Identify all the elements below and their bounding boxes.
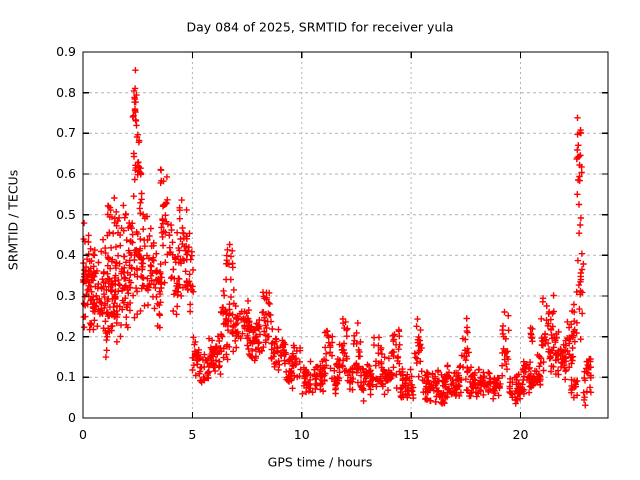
y-tick-label: 0.3 xyxy=(56,288,76,303)
tick-marks xyxy=(82,51,608,419)
y-tick-label: 0.6 xyxy=(56,166,76,181)
y-tick-label: 0.7 xyxy=(56,125,76,141)
y-tick-label: 0 xyxy=(68,410,76,425)
x-tick-label: 15 xyxy=(403,427,420,442)
x-tick-label: 5 xyxy=(188,427,197,442)
x-tick-label: 20 xyxy=(512,427,529,442)
plot-border xyxy=(82,51,609,419)
y-tick-label: 0.9 xyxy=(56,44,76,59)
x-tick-label: 10 xyxy=(293,427,310,442)
y-tick-label: 0.1 xyxy=(56,369,76,385)
y-tick-label: 0.2 xyxy=(56,328,76,344)
y-tick-label: 0.8 xyxy=(56,84,76,100)
x-tick-label: 0 xyxy=(79,427,87,442)
chart-title: Day 084 of 2025, SRMTID for receiver yul… xyxy=(186,19,454,35)
y-tick-label: 0.4 xyxy=(56,247,76,263)
scatter-points xyxy=(80,67,595,409)
x-axis-label: GPS time / hours xyxy=(267,454,373,470)
y-tick-label: 0.5 xyxy=(56,206,76,222)
